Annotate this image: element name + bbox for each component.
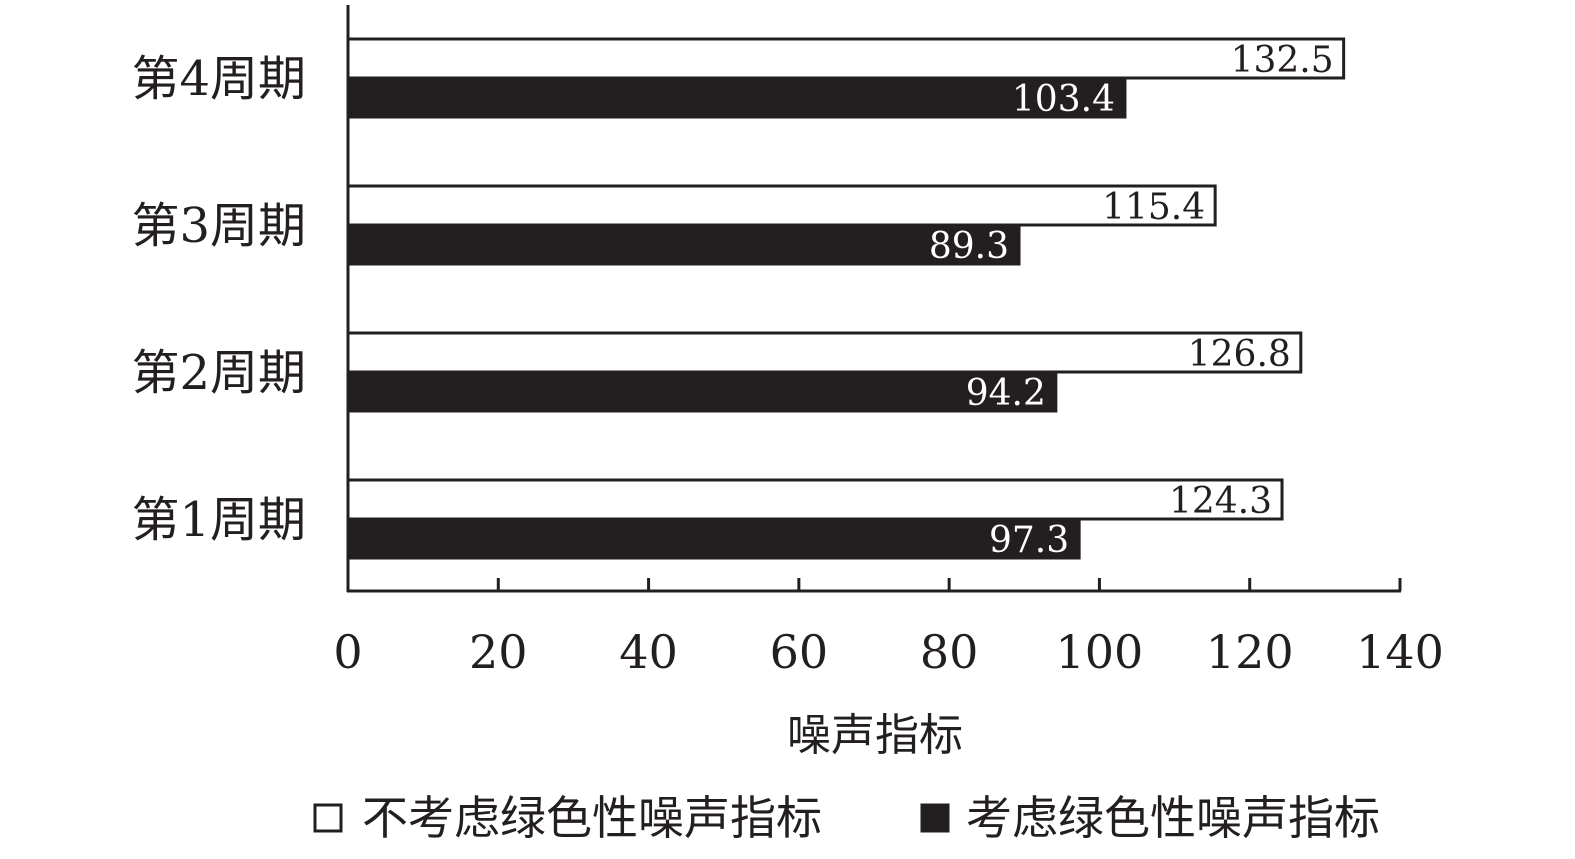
bar-with-green-4 bbox=[346, 76, 1127, 119]
legend: 不考虑绿色性噪声指标 考虑绿色性噪声指标 bbox=[313, 791, 1380, 845]
bar-without-green-1 bbox=[346, 478, 1284, 521]
x-tick-label-60: 60 bbox=[770, 625, 829, 679]
legend-label-with-green: 考虑绿色性噪声指标 bbox=[966, 791, 1380, 845]
category-label-4: 第4周期 bbox=[131, 51, 306, 107]
data-label-with-green-4: 103.4 bbox=[1012, 79, 1115, 120]
category-label-3: 第3周期 bbox=[131, 198, 306, 254]
category-label-1: 第1周期 bbox=[131, 492, 306, 548]
bar-with-green-3 bbox=[346, 223, 1021, 266]
data-label-without-green-4: 132.5 bbox=[1231, 40, 1334, 81]
data-label-with-green-2: 94.2 bbox=[966, 373, 1046, 414]
x-tick-label-140: 140 bbox=[1356, 625, 1444, 679]
data-label-without-green-1: 124.3 bbox=[1169, 481, 1272, 522]
bar-without-green-2 bbox=[346, 331, 1303, 374]
x-tick-label-100: 100 bbox=[1056, 625, 1144, 679]
axes-layer: 第1周期 第2周期 第3周期 第4周期 0 20 40 60 80 100 120 140 bbox=[131, 5, 1444, 679]
x-tick-label-40: 40 bbox=[619, 625, 678, 679]
bar-without-green-3 bbox=[346, 184, 1217, 227]
bar-with-green-2 bbox=[346, 370, 1058, 413]
bars-layer bbox=[346, 37, 1346, 560]
x-tick-label-0: 0 bbox=[333, 625, 362, 679]
data-label-with-green-1: 97.3 bbox=[989, 520, 1069, 561]
data-labels-layer: 124.3 97.3 126.8 94.2 115.4 89.3 132.5 103.4 bbox=[929, 40, 1334, 561]
data-label-without-green-2: 126.8 bbox=[1188, 334, 1291, 375]
bar-without-green-4 bbox=[346, 37, 1346, 80]
x-tick-label-120: 120 bbox=[1206, 625, 1294, 679]
legend-swatch-with-green bbox=[920, 803, 950, 833]
bar-with-green-1 bbox=[346, 517, 1081, 560]
data-label-with-green-3: 89.3 bbox=[929, 226, 1009, 267]
x-axis-title: 噪声指标 bbox=[787, 710, 963, 761]
data-label-without-green-3: 115.4 bbox=[1102, 187, 1205, 228]
legend-label-without-green: 不考虑绿色性噪声指标 bbox=[362, 791, 822, 845]
category-label-2: 第2周期 bbox=[131, 345, 306, 401]
x-tick-label-80: 80 bbox=[920, 625, 979, 679]
x-tick-label-20: 20 bbox=[469, 625, 528, 679]
legend-swatch-without-green bbox=[313, 803, 343, 833]
